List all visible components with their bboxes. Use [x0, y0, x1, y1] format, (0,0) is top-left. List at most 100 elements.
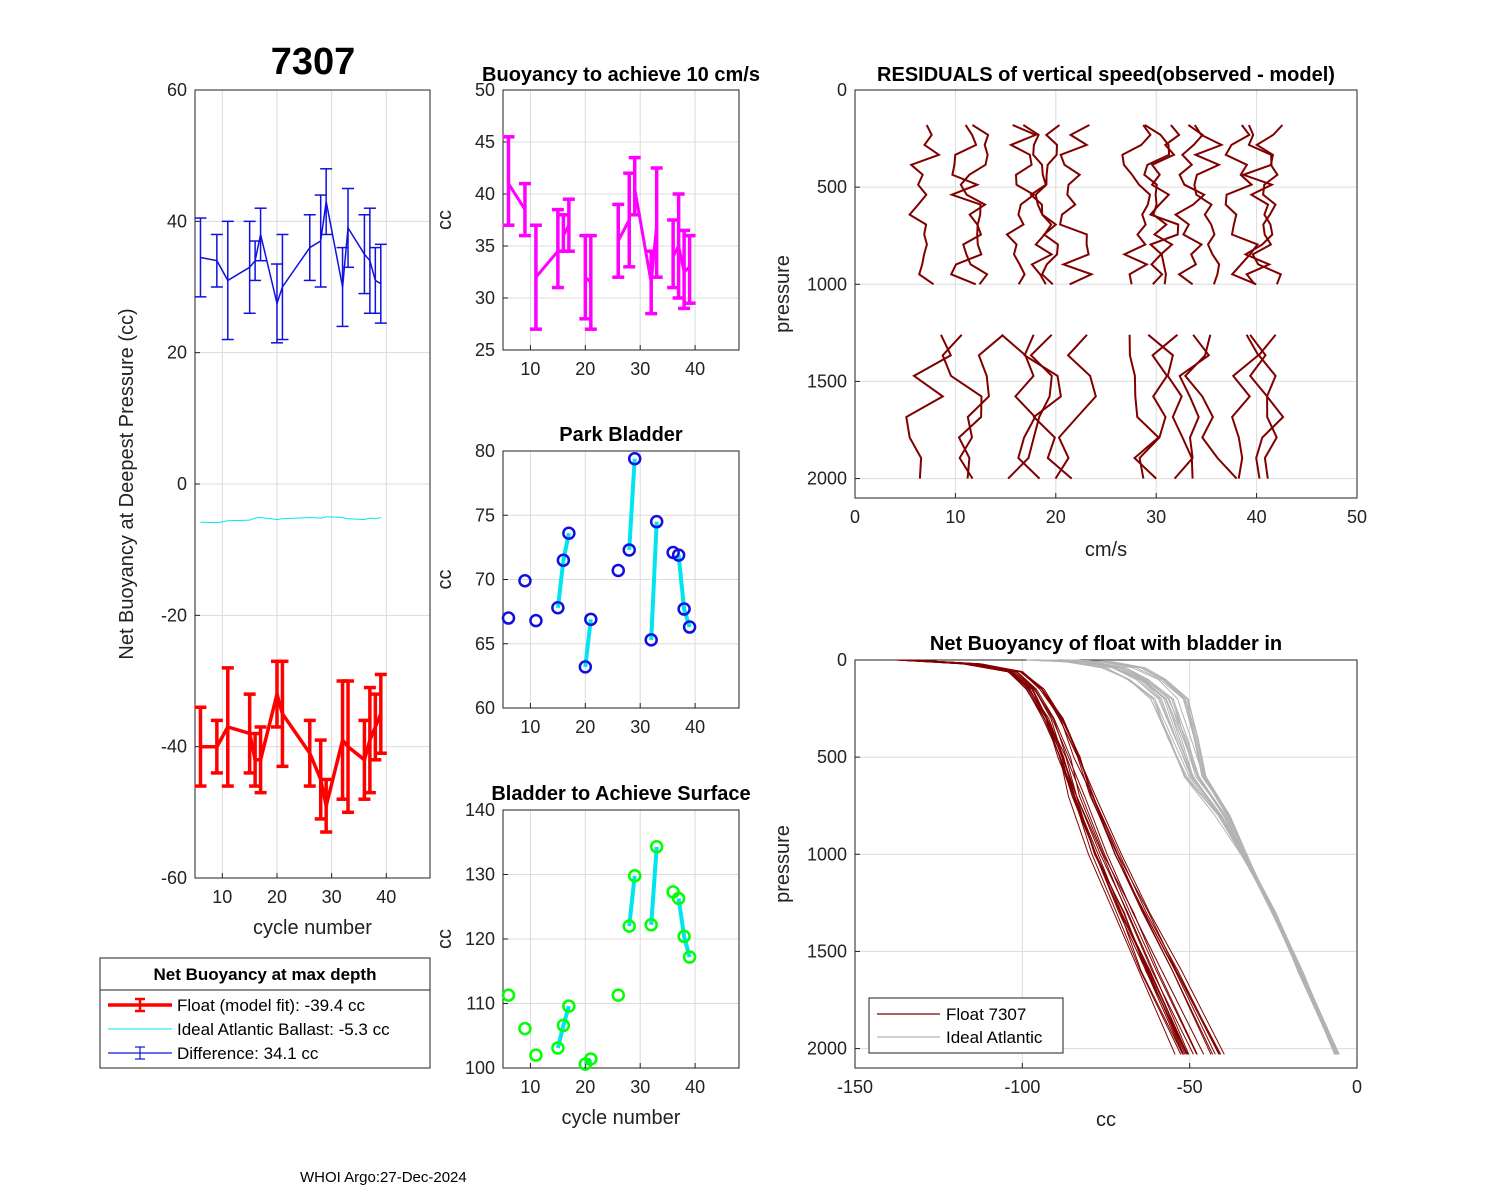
p1-ytick-label: 40 [167, 211, 187, 231]
p5-xtick-label: 10 [945, 507, 965, 527]
p3-point [682, 620, 697, 634]
p6-legend: Float 7307 Ideal Atlantic [868, 997, 1064, 1054]
p5-residual-profile [1183, 334, 1238, 480]
p5-residual-profile [1173, 124, 1206, 286]
p6-ideal-profile [1070, 659, 1340, 1055]
p4-point [682, 950, 697, 964]
p6-float-profile [895, 659, 1176, 1055]
p2-connector [507, 182, 527, 211]
p6-xtick-label: -150 [837, 1077, 873, 1097]
p1-xtick-label: 20 [267, 887, 287, 907]
p5-residual-profile [1192, 124, 1225, 285]
p6-ideal-profile [1028, 659, 1337, 1055]
p5-ytick-label: 500 [817, 177, 847, 197]
p3-xtick-label: 20 [575, 717, 595, 737]
p4-connector [649, 846, 659, 925]
p4-point [556, 1018, 571, 1033]
p3-point [622, 543, 636, 557]
p5-residual-profile [1147, 334, 1194, 479]
residuals-panel: RESIDUALS of vertical speed(observed - m… [772, 64, 1367, 561]
p5-residual-profile [1224, 124, 1260, 286]
legend-float-swatch [108, 997, 172, 1013]
p6-ideal-profile [1070, 659, 1338, 1055]
p2-xtick-label: 40 [685, 359, 705, 379]
p4-point [611, 988, 626, 1002]
p6-float-profile [898, 659, 1187, 1055]
p6-legend-float-label: Float 7307 [946, 1005, 1026, 1024]
p4-xtick-label: 10 [520, 1077, 540, 1097]
p6-ideal-profile [1028, 659, 1336, 1055]
p5-axes-box [854, 89, 1358, 499]
p4-point [671, 891, 686, 906]
p5-residual-profile [1023, 334, 1073, 480]
p6-ytick-label: 1500 [807, 941, 847, 961]
p4-xlabel: cycle number [562, 1107, 681, 1129]
p5-xtick-label: 30 [1146, 507, 1166, 527]
p6-axes-box [854, 659, 1358, 1069]
p1-ytick-label: -20 [161, 605, 187, 625]
p3-point [644, 633, 658, 647]
p4-ytick-label: 130 [465, 865, 495, 885]
p4-ytick-label: 100 [465, 1058, 495, 1078]
footer-label: WHOI Argo:27-Dec-2024 [300, 1169, 467, 1186]
p5-xtick-label: 20 [1046, 507, 1066, 527]
p6-ideal-profile [1050, 659, 1340, 1055]
p1-ideal-atlantic-ballast-line [200, 516, 381, 524]
p5-ytick-label: 2000 [807, 469, 847, 489]
p3-xtick-label: 30 [630, 717, 650, 737]
p6-float-profile [899, 659, 1186, 1055]
p5-residual-profile [1255, 334, 1285, 479]
bladder-surface-panel: Bladder to Achieve Surface 10 20 30 40 100 11… [434, 783, 751, 1129]
p5-residual-profile [959, 124, 990, 285]
main-title: 7307 [271, 41, 356, 83]
p6-xtick-label: -50 [1177, 1077, 1203, 1097]
p6-xtick-label: 0 [1352, 1077, 1362, 1097]
legend-diff-swatch [108, 1046, 172, 1060]
legend-diff-label: Difference: 34.1 cc [177, 1044, 319, 1063]
p2-title: Buoyancy to achieve 10 cm/s [482, 64, 760, 86]
p3-ytick-label: 75 [475, 505, 495, 525]
main-legend: Net Buoyancy at max depth Float (model f… [99, 957, 431, 1069]
p3-connector [627, 458, 637, 551]
p5-residual-profile [1034, 124, 1061, 286]
p5-ylabel: pressure [772, 255, 794, 333]
p1-xtick-label: 30 [322, 887, 342, 907]
p3-point [551, 601, 565, 615]
p4-xtick-label: 20 [575, 1077, 595, 1097]
p2-ylabel: cc [434, 210, 456, 230]
p5-xtick-label: 40 [1247, 507, 1267, 527]
legend-float-label: Float (model fit): -39.4 cc [177, 996, 366, 1015]
p3-point [501, 611, 516, 625]
p3-point [556, 553, 571, 567]
p5-ytick-label: 1500 [807, 371, 847, 391]
p4-ytick-label: 140 [465, 800, 495, 820]
p3-point [529, 613, 543, 628]
p3-point [627, 451, 642, 466]
p4-point [562, 999, 576, 1013]
p5-residual-profile [1121, 124, 1152, 285]
p2-xtick-label: 10 [520, 359, 540, 379]
p5-residual-profile [958, 334, 1004, 480]
p6-legend-box [868, 997, 1064, 1054]
p4-xtick-label: 30 [630, 1077, 650, 1097]
net-buoyancy-bladder-panel: Net Buoyancy of float with bladder in -1… [772, 633, 1362, 1131]
p3-point [578, 660, 593, 674]
p3-point [649, 514, 664, 529]
p3-title: Park Bladder [559, 424, 683, 446]
p2-xtick-label: 30 [630, 359, 650, 379]
p6-title: Net Buoyancy of float with bladder in [930, 633, 1282, 655]
p2-xtick-label: 20 [575, 359, 595, 379]
p6-ideal-profile [1072, 659, 1336, 1055]
p4-title: Bladder to Achieve Surface [491, 783, 750, 805]
p4-point [501, 988, 516, 1002]
p1-ytick-label: 0 [177, 474, 187, 494]
p1-xtick-label: 40 [376, 887, 396, 907]
p6-float-profile [907, 659, 1205, 1055]
p6-ideal-profile [1069, 659, 1337, 1055]
p2-ytick-label: 50 [475, 80, 495, 100]
p5-residual-profile [1240, 124, 1275, 285]
p1-ylabel: Net Buoyancy at Deepest Pressure (cc) [116, 308, 138, 659]
p6-ideal-profile [1068, 659, 1339, 1055]
p6-ideal-profile [1046, 659, 1339, 1055]
